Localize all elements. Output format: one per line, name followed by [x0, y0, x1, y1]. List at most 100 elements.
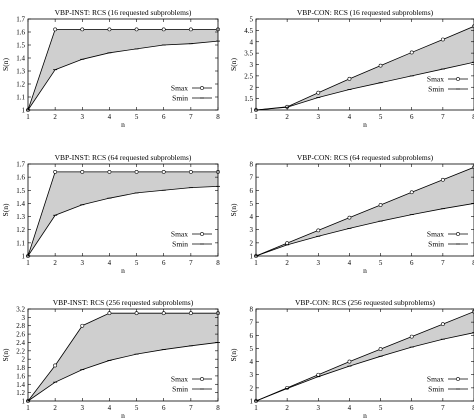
y-tick-label: 1.5 — [16, 42, 25, 50]
y-tick-label: 8 — [250, 306, 254, 314]
series-line-smin — [27, 185, 219, 257]
y-tick-label: 2.2 — [16, 347, 25, 355]
chart-panel-3: 1 2 3 4 5 6 7 8 1 1.1 1.2 1.3 1.4 1.5 1.6 1.7 VBP-INST: … — [1, 153, 220, 275]
x-tick-label: 2 — [53, 113, 57, 121]
shaded-band — [28, 171, 218, 256]
y-tick-label: 3.5 — [244, 50, 253, 58]
x-tick-label: 4 — [348, 404, 352, 412]
x-tick-label: 8 — [216, 113, 220, 121]
y-tick-label: 1.8 — [16, 364, 25, 372]
y-tick-label: 1.3 — [16, 68, 25, 76]
y-tick-label: 3 — [22, 314, 26, 322]
x-tick-label: 2 — [285, 259, 289, 267]
y-tick-label: 1.6 — [16, 29, 25, 37]
y-tick-label: 5 — [250, 200, 254, 208]
y-tick-label: 4 — [250, 38, 254, 46]
x-tick-label: 8 — [472, 113, 474, 121]
chart-panel-4: 1 2 3 4 5 6 7 8 1 2 3 4 5 6 7 8 VBP-CON: RCS (64 request… — [229, 153, 474, 275]
y-tick-label: 6 — [250, 187, 254, 195]
y-tick-label: 1 — [22, 398, 26, 406]
point-smax — [378, 63, 383, 68]
legend-marker-smax — [456, 77, 460, 81]
series-line-smin — [255, 61, 474, 111]
y-axis-label: S(n) — [229, 348, 238, 361]
point-smax — [134, 169, 139, 174]
point-smax — [53, 363, 58, 368]
y-tick-label: 2 — [250, 84, 254, 92]
y-tick-label: 1 — [250, 253, 254, 261]
x-tick-label: 8 — [216, 404, 220, 412]
x-tick-label: 5 — [135, 113, 139, 121]
y-tick-label: 1.5 — [244, 95, 253, 103]
y-axis-label: S(n) — [1, 348, 10, 361]
point-smax — [378, 347, 383, 351]
x-tick-label: 7 — [189, 113, 193, 121]
point-smax — [53, 27, 58, 32]
y-tick-label: 3 — [250, 371, 254, 379]
series-line-smin — [27, 342, 219, 402]
point-smax — [161, 27, 166, 32]
x-axis-label: n — [121, 411, 125, 418]
x-tick-label: 2 — [53, 404, 57, 412]
legend-marker-smax — [456, 377, 460, 381]
series-line-smax — [255, 311, 474, 402]
x-tick-label: 1 — [26, 259, 30, 267]
point-smax — [107, 169, 112, 174]
x-tick-label: 7 — [189, 404, 193, 412]
x-tick-label: 6 — [410, 404, 414, 412]
x-tick-label: 1 — [26, 113, 30, 121]
x-tick-label: 5 — [379, 404, 383, 412]
y-axis-label: S(n) — [1, 203, 10, 216]
x-tick-label: 7 — [441, 113, 445, 121]
chart-title: VBP-INST: RCS (16 requested subproblems) — [55, 8, 192, 17]
y-tick-label: 2 — [22, 356, 26, 364]
y-tick-label: 1 — [22, 107, 26, 115]
y-tick-label: 4 — [250, 358, 254, 366]
y-tick-label: 1.6 — [16, 372, 25, 380]
y-tick-label: 2 — [250, 384, 254, 392]
plot-frame — [27, 18, 219, 111]
point-smax — [80, 323, 85, 328]
point-smax — [134, 27, 139, 32]
x-tick-label: 5 — [135, 259, 139, 267]
y-tick-label: 1.4 — [16, 200, 25, 208]
y-tick-label: 7 — [250, 319, 254, 327]
legend-label-smax: Smax — [427, 75, 444, 84]
x-tick-label: 2 — [53, 259, 57, 267]
y-tick-label: 1 — [250, 398, 254, 406]
y-tick-label: 1.3 — [16, 213, 25, 221]
plot-frame — [27, 163, 219, 257]
chart-title: VBP-CON: RCS (16 requested subproblems) — [297, 8, 434, 17]
x-tick-label: 1 — [254, 259, 258, 267]
x-tick-label: 6 — [410, 113, 414, 121]
chart-panel-5: 1 2 3 4 5 6 7 811.21.41.61.822.22.42.62.833.2VB… — [1, 298, 220, 418]
chart-title: VBP-INST: RCS (256 requested subproblems… — [53, 298, 194, 307]
x-tick-label: 3 — [81, 259, 85, 267]
chart-title: VBP-CON: RCS (256 requested subproblems) — [295, 298, 435, 307]
x-tick-label: 7 — [441, 259, 445, 267]
x-tick-label: 6 — [162, 113, 166, 121]
y-tick-label: 1.7 — [16, 16, 25, 24]
y-tick-label: 1.4 — [16, 55, 25, 63]
y-tick-label: 2.8 — [16, 322, 25, 330]
y-tick-label: 6 — [250, 332, 254, 340]
chart-panel-2: 1 2 3 4 5 6 7 8 1 1.5 2 2.5 3 3.5 4 4.5 5 VBP-CON: RCS (1… — [229, 8, 474, 129]
legend-label-smax: Smax — [171, 84, 188, 93]
y-tick-label: 1.4 — [16, 381, 25, 389]
series-line-smin — [255, 203, 474, 257]
point-smax — [188, 27, 193, 32]
point-smax — [188, 311, 193, 316]
x-tick-label: 7 — [189, 259, 193, 267]
point-smax — [347, 215, 352, 220]
x-axis-label: n — [363, 411, 367, 418]
y-tick-label: 3 — [250, 61, 254, 69]
y-tick-label: 3.2 — [16, 306, 25, 314]
point-smax — [409, 334, 414, 339]
x-tick-label: 5 — [379, 113, 383, 121]
y-tick-label: 3 — [250, 226, 254, 234]
x-tick-label: 1 — [26, 404, 30, 412]
series-line-smax — [27, 29, 218, 111]
legend-label-smin: Smin — [172, 240, 188, 249]
series-line-smax — [27, 171, 218, 257]
point-smax — [347, 359, 352, 364]
